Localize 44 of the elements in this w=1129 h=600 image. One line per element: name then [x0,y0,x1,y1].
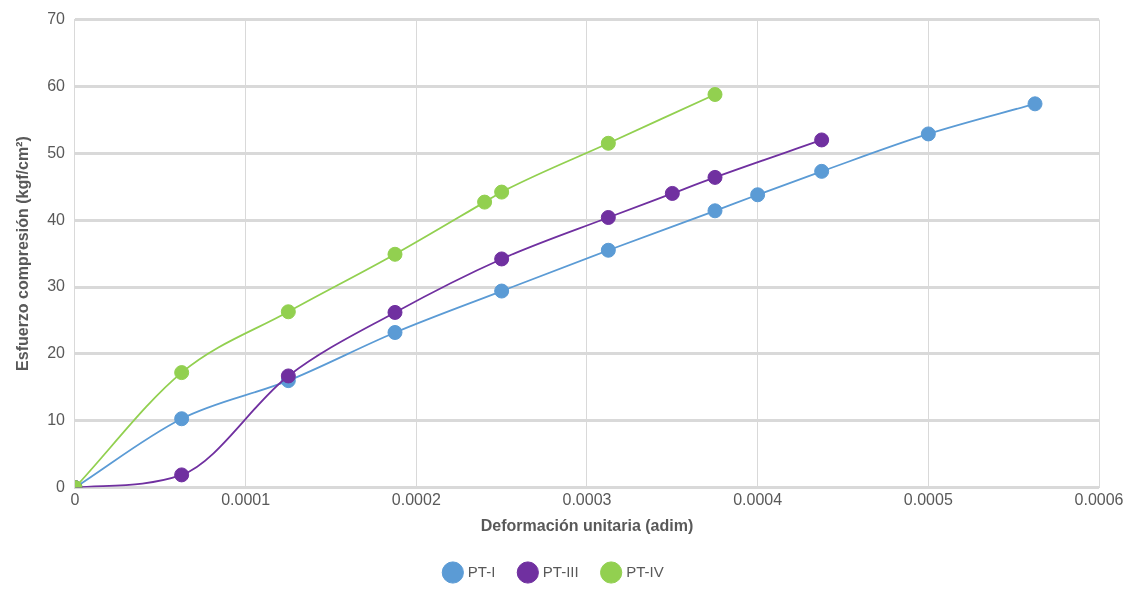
x-axis-title: Deformación unitaria (adim) [480,516,694,534]
point [1027,96,1043,112]
y-tick-label: 10 [47,411,66,429]
point [494,283,510,299]
point [707,203,723,219]
y-tick-label: 70 [47,10,66,28]
y-tick-label: 50 [47,143,66,161]
point [600,210,616,225]
x-tick-label: 0.0002 [391,490,441,508]
y-tick-label: 40 [47,210,66,228]
point [387,304,403,320]
point [707,169,723,185]
point [664,185,680,201]
point [174,365,190,381]
point [174,467,190,483]
point [280,304,296,320]
x-tick-label: 0 [70,490,80,508]
point [494,184,510,200]
x-tick-label: 0.0005 [903,490,953,508]
point [477,194,493,210]
x-tick-label: 0.0001 [221,490,271,508]
point [174,411,190,427]
point [600,242,616,258]
y-tick-label: 30 [47,277,66,295]
x-tick-label: 0.0006 [1074,490,1124,508]
point [707,86,723,102]
point [387,324,403,340]
x-tick-label: 0.0003 [562,490,612,508]
legend-label: PT-I [467,562,496,580]
y-tick-label: 60 [47,76,66,94]
legend-label: PT-III [542,562,579,580]
y-tick-label: 0 [56,478,66,496]
y-axis-title: Esfuerzo compresión (kgf/cm²) [14,136,32,371]
x-tick-label: 0.0004 [733,490,783,508]
point [750,187,766,203]
point [814,132,830,148]
point [814,163,830,179]
y-tick-label: 20 [47,344,66,362]
point [920,126,936,142]
legend-label: PT-IV [626,562,664,580]
point [600,135,616,151]
point [387,246,403,262]
point [494,251,510,267]
point [280,368,296,384]
